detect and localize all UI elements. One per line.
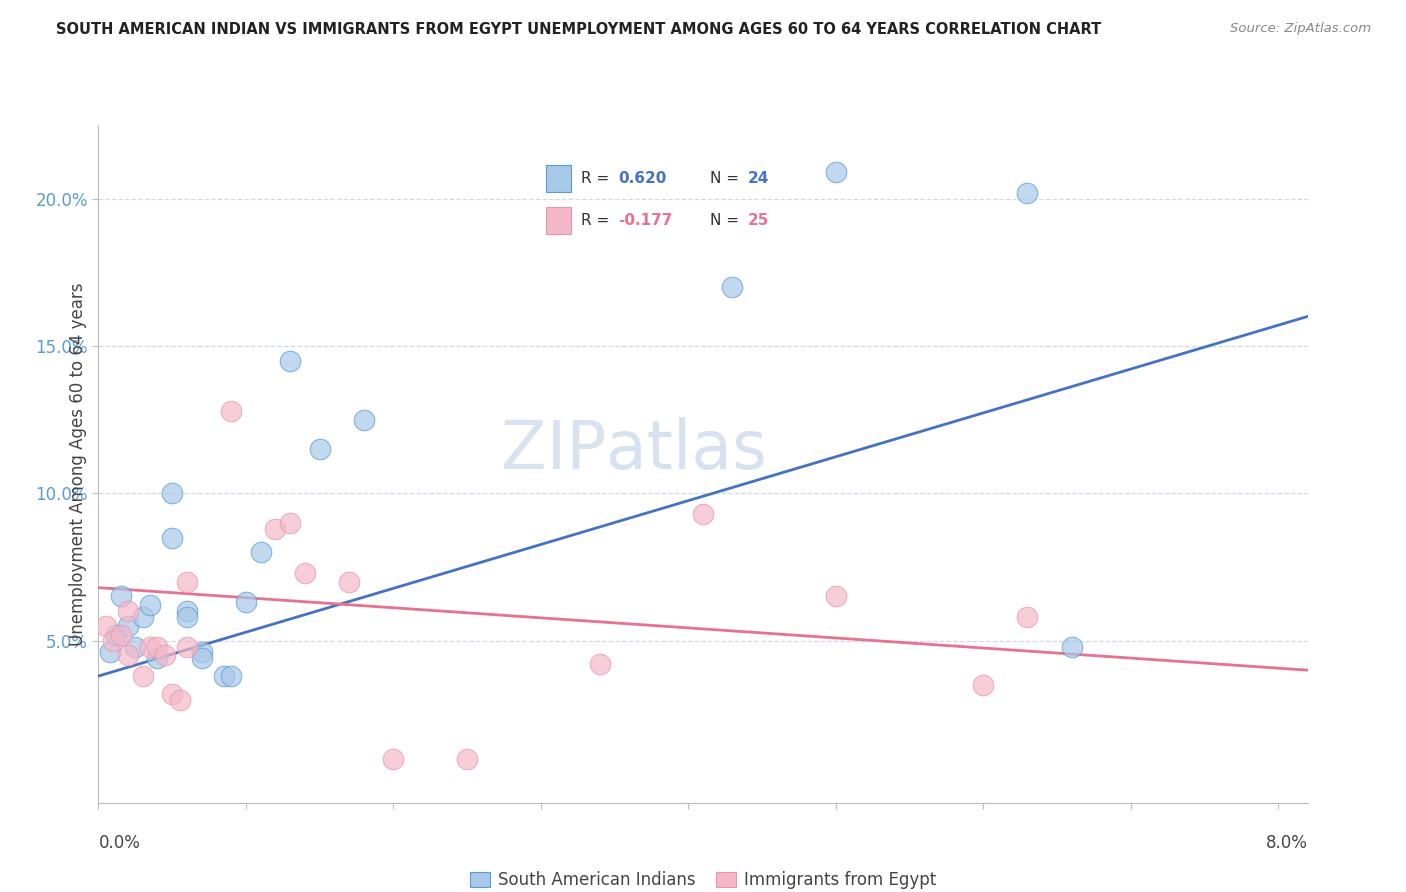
- Y-axis label: Unemployment Among Ages 60 to 64 years: Unemployment Among Ages 60 to 64 years: [69, 282, 87, 646]
- Point: [589, 657, 612, 672]
- Text: 0.620: 0.620: [619, 171, 666, 186]
- Point: [160, 531, 183, 545]
- Point: [146, 651, 169, 665]
- Point: [160, 687, 183, 701]
- Point: [235, 595, 257, 609]
- Text: N =: N =: [710, 171, 744, 186]
- Point: [353, 412, 375, 426]
- Text: R =: R =: [581, 213, 614, 227]
- Point: [249, 545, 271, 559]
- Point: [110, 628, 132, 642]
- Point: [212, 669, 235, 683]
- Point: [824, 165, 846, 179]
- Text: SOUTH AMERICAN INDIAN VS IMMIGRANTS FROM EGYPT UNEMPLOYMENT AMONG AGES 60 TO 64 : SOUTH AMERICAN INDIAN VS IMMIGRANTS FROM…: [56, 22, 1101, 37]
- Point: [146, 640, 169, 654]
- Point: [972, 678, 994, 692]
- Legend: South American Indians, Immigrants from Egypt: South American Indians, Immigrants from …: [463, 865, 943, 892]
- Point: [160, 486, 183, 500]
- Text: 25: 25: [748, 213, 769, 227]
- Point: [153, 648, 176, 663]
- Point: [117, 619, 139, 633]
- FancyBboxPatch shape: [547, 207, 571, 234]
- Point: [131, 669, 153, 683]
- Point: [98, 645, 121, 659]
- Point: [721, 280, 744, 294]
- Point: [117, 604, 139, 618]
- Point: [131, 610, 153, 624]
- Text: 24: 24: [748, 171, 769, 186]
- Point: [278, 353, 301, 368]
- Point: [1017, 186, 1039, 200]
- Point: [139, 640, 162, 654]
- Point: [692, 507, 714, 521]
- Point: [176, 610, 198, 624]
- Text: 0.0%: 0.0%: [98, 834, 141, 852]
- Point: [101, 633, 124, 648]
- Point: [337, 574, 360, 589]
- Point: [824, 590, 846, 604]
- Point: [1060, 640, 1083, 654]
- Point: [219, 404, 242, 418]
- Point: [190, 651, 212, 665]
- Point: [219, 669, 242, 683]
- Point: [176, 574, 198, 589]
- FancyBboxPatch shape: [547, 165, 571, 192]
- Text: atlas: atlas: [606, 417, 768, 483]
- Point: [190, 645, 212, 659]
- Point: [278, 516, 301, 530]
- Text: N =: N =: [710, 213, 744, 227]
- Point: [105, 628, 128, 642]
- Point: [94, 619, 117, 633]
- Point: [110, 590, 132, 604]
- Point: [294, 566, 316, 580]
- Point: [169, 692, 191, 706]
- Point: [176, 604, 198, 618]
- Point: [117, 648, 139, 663]
- Point: [456, 751, 478, 765]
- Point: [124, 640, 146, 654]
- Text: Source: ZipAtlas.com: Source: ZipAtlas.com: [1230, 22, 1371, 36]
- Text: R =: R =: [581, 171, 614, 186]
- Point: [308, 442, 330, 456]
- Point: [382, 751, 405, 765]
- Point: [176, 640, 198, 654]
- Point: [264, 522, 287, 536]
- Text: 8.0%: 8.0%: [1265, 834, 1308, 852]
- Point: [1017, 610, 1039, 624]
- Text: ZIP: ZIP: [501, 417, 606, 483]
- Point: [139, 599, 162, 613]
- Text: -0.177: -0.177: [619, 213, 673, 227]
